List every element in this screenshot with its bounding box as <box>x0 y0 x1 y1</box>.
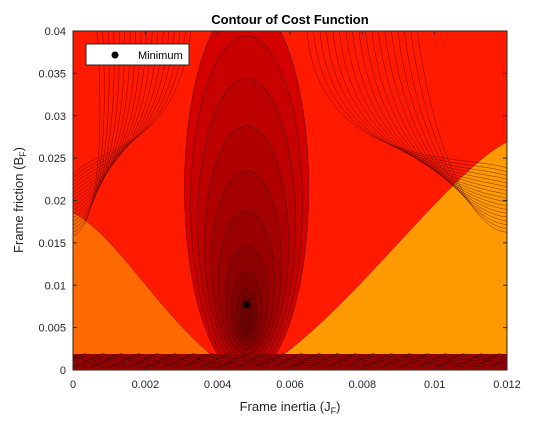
x-axis-label: Frame inertia (JF) <box>240 399 341 416</box>
y-tick-label: 0.02 <box>45 196 66 208</box>
x-tick-label: 0.002 <box>132 379 160 391</box>
contour-line <box>73 31 136 211</box>
contour-line <box>371 31 507 206</box>
contour-line <box>73 31 125 218</box>
legend-box <box>85 43 190 66</box>
y-tick-label: 0.005 <box>38 323 66 335</box>
contour-ring <box>240 296 253 337</box>
contour-band-right <box>260 142 507 370</box>
y-tick-label: 0.025 <box>38 153 66 165</box>
x-axis-ticks: 0 0.002 0.004 0.006 0.008 0.01 0.012 <box>70 31 521 391</box>
legend-marker-icon <box>111 51 119 59</box>
contour-line <box>73 31 147 204</box>
y-axis-ticks: 0 0.005 0.01 0.015 0.02 0.025 0.03 0.035 0.04 <box>38 26 507 377</box>
contour-line <box>73 31 192 175</box>
bottom-contour-line <box>73 365 506 369</box>
contour-line <box>73 31 101 236</box>
bottom-contour-band <box>73 353 507 370</box>
contour-line <box>73 31 153 200</box>
legend-label: Minimum <box>138 50 183 62</box>
y-tick-label: 0.04 <box>45 26 66 38</box>
contour-line <box>73 31 120 222</box>
chart-title: Contour of Cost Function <box>211 12 368 27</box>
contour-line <box>404 31 507 225</box>
x-tick-label: 0.01 <box>424 379 445 391</box>
minimum-layer <box>243 301 251 309</box>
contour-line <box>73 31 181 183</box>
x-tick-label: 0.008 <box>349 379 377 391</box>
x-tick-label: 0.004 <box>204 379 232 391</box>
bottom-contour-line <box>73 363 506 367</box>
plot-area <box>73 31 507 370</box>
contour-line <box>384 31 507 214</box>
y-tick-label: 0.03 <box>45 111 66 123</box>
x-tick-label: 0.012 <box>493 379 521 391</box>
minimum-marker <box>243 301 251 309</box>
y-tick-label: 0.01 <box>45 280 66 292</box>
bottom-contour-line <box>73 353 506 357</box>
contour-line <box>73 31 131 215</box>
contour-line <box>378 31 507 210</box>
contour-line <box>73 31 105 233</box>
y-tick-label: 0.035 <box>38 68 66 80</box>
contour-line <box>73 31 158 197</box>
bottom-contour-line <box>73 355 506 359</box>
contour-line <box>397 31 507 221</box>
contour-line <box>73 31 110 229</box>
bottom-contour-line <box>73 359 506 363</box>
legend: Minimum <box>85 43 190 66</box>
contour-line <box>73 31 186 179</box>
contour-line <box>73 31 142 208</box>
bottom-contour-line <box>73 361 506 365</box>
contour-band-left <box>73 212 234 370</box>
bottom-contour-line <box>73 357 506 361</box>
y-axis-label: Frame friction (BF) <box>11 147 28 253</box>
contour-line <box>73 31 115 226</box>
x-tick-label: 0 <box>70 379 76 391</box>
contour-line <box>391 31 507 218</box>
contour-line <box>410 31 507 229</box>
x-tick-label: 0.006 <box>276 379 304 391</box>
contour-line <box>417 31 507 233</box>
y-tick-label: 0 <box>60 365 66 377</box>
y-tick-label: 0.015 <box>38 238 66 250</box>
contour-levels <box>73 31 507 370</box>
